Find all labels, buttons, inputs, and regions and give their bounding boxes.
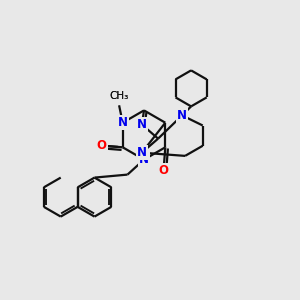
Text: O: O — [97, 139, 107, 152]
Text: N: N — [137, 118, 147, 131]
Text: O: O — [159, 164, 169, 177]
Text: CH₃: CH₃ — [110, 91, 129, 101]
Text: N: N — [137, 146, 147, 159]
Text: N: N — [139, 153, 149, 166]
Text: N: N — [137, 146, 147, 159]
Text: N: N — [139, 153, 149, 166]
Text: N: N — [177, 109, 187, 122]
Text: O: O — [97, 139, 107, 152]
Text: O: O — [159, 164, 169, 177]
Text: N: N — [118, 116, 128, 129]
Text: N: N — [118, 116, 128, 129]
Text: N: N — [137, 118, 147, 131]
Text: CH₃: CH₃ — [110, 91, 129, 101]
Text: N: N — [177, 109, 187, 122]
